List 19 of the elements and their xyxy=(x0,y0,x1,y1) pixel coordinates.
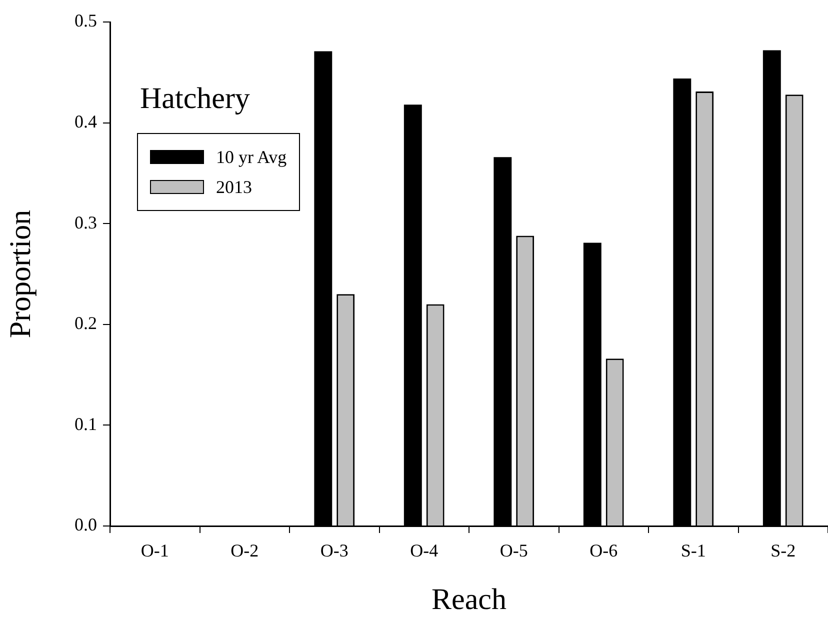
y-tick-label: 0.3 xyxy=(74,212,97,232)
x-tick-label: S-1 xyxy=(680,540,706,561)
y-tick-label: 0.4 xyxy=(74,112,97,132)
legend-label: 2013 xyxy=(216,176,252,198)
y-tick-label: 0.0 xyxy=(74,514,97,535)
x-tick-label: O-6 xyxy=(590,540,618,561)
legend-title: Hatchery xyxy=(140,82,250,116)
y-tick-label: 0.1 xyxy=(74,414,97,434)
x-tick-label: O-3 xyxy=(320,540,348,561)
y-tick-label: 0.2 xyxy=(74,313,97,334)
y-tick-label: 0.5 xyxy=(74,10,97,31)
x-axis-title: Reach xyxy=(432,582,506,616)
x-tick-label: S-2 xyxy=(770,540,796,561)
y-axis-title: Proportion xyxy=(4,210,37,338)
legend-label: 10 yr Avg xyxy=(216,146,287,168)
x-tick-label: O-5 xyxy=(500,540,528,561)
x-tick-label: O-1 xyxy=(140,540,169,561)
x-tick-label: O-4 xyxy=(410,540,438,561)
x-tick-label: O-2 xyxy=(230,540,259,561)
